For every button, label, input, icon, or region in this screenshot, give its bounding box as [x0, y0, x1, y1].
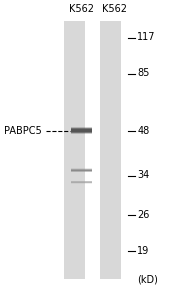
Bar — [71, 129, 92, 130]
Bar — [71, 130, 92, 131]
Text: 19: 19 — [137, 245, 149, 256]
Bar — [71, 132, 92, 133]
Bar — [71, 131, 92, 132]
Text: 85: 85 — [137, 68, 150, 79]
Text: PABPC5: PABPC5 — [4, 125, 42, 136]
Bar — [71, 169, 92, 170]
Text: 34: 34 — [137, 170, 149, 181]
Text: 26: 26 — [137, 209, 150, 220]
Bar — [71, 128, 92, 129]
Text: 117: 117 — [137, 32, 156, 43]
Bar — [71, 127, 92, 128]
Bar — [71, 171, 92, 172]
Bar — [71, 170, 92, 171]
Text: (kD): (kD) — [137, 274, 158, 284]
Bar — [71, 169, 92, 170]
Bar — [71, 133, 92, 134]
Text: 48: 48 — [137, 125, 149, 136]
Text: K562: K562 — [102, 4, 127, 14]
Bar — [100, 21, 121, 279]
Text: K562: K562 — [69, 4, 94, 14]
Bar — [64, 21, 85, 279]
